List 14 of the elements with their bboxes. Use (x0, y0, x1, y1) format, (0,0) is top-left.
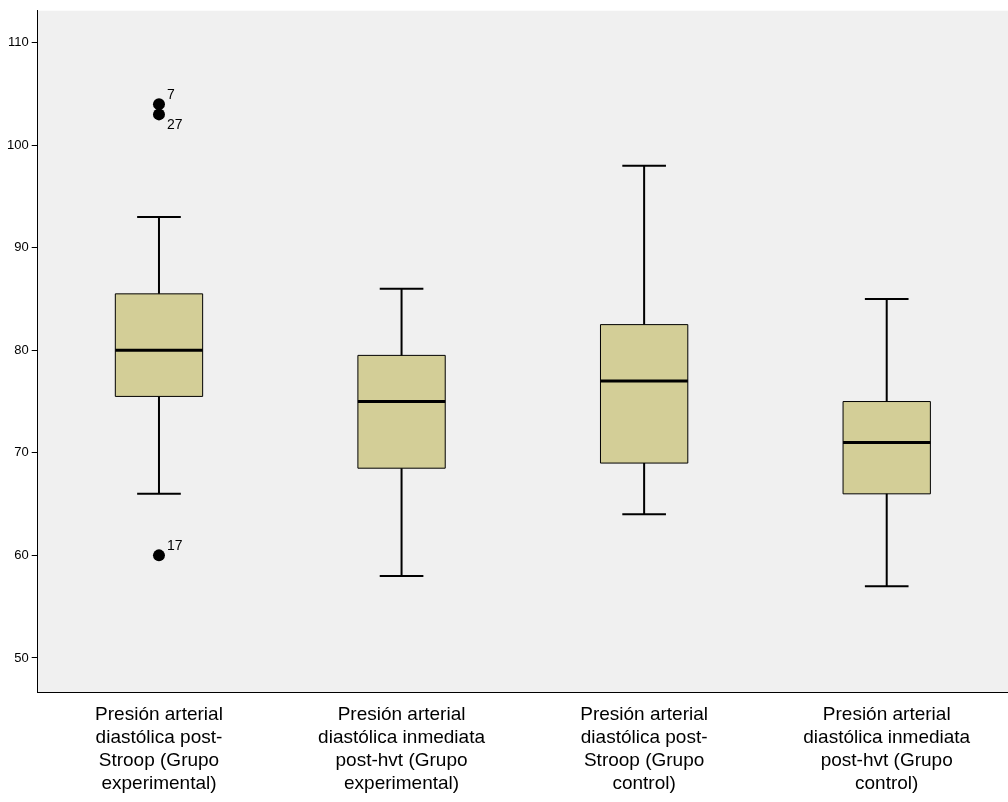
annotation: 7 (166, 85, 175, 102)
x-tick-label: Presión arterial diastólica post-Stroop (Grupo experimental) (95, 703, 223, 793)
y-tick-label: 80 (14, 341, 29, 357)
y-tick-label: 100 (6, 136, 29, 152)
y-tick-label: 90 (14, 239, 29, 255)
annotation: 17 (166, 537, 183, 554)
x-tick-label: Presión arterial diastólica inmediata post-hvt (Grupo control) (803, 703, 971, 793)
y-tick-label: 60 (14, 546, 29, 562)
annotation: 27 (166, 116, 183, 133)
x-tick-label: Presión arterial diastólica inmediata post-hvt (Grupo experimental) (318, 703, 486, 793)
x-tick-label: Presión arterial diastólica post-Stroop (Grupo control) (580, 703, 709, 793)
y-tick-label: 70 (14, 444, 29, 460)
y-tick-label: 50 (14, 649, 29, 665)
y-tick-label: 110 (7, 34, 29, 50)
